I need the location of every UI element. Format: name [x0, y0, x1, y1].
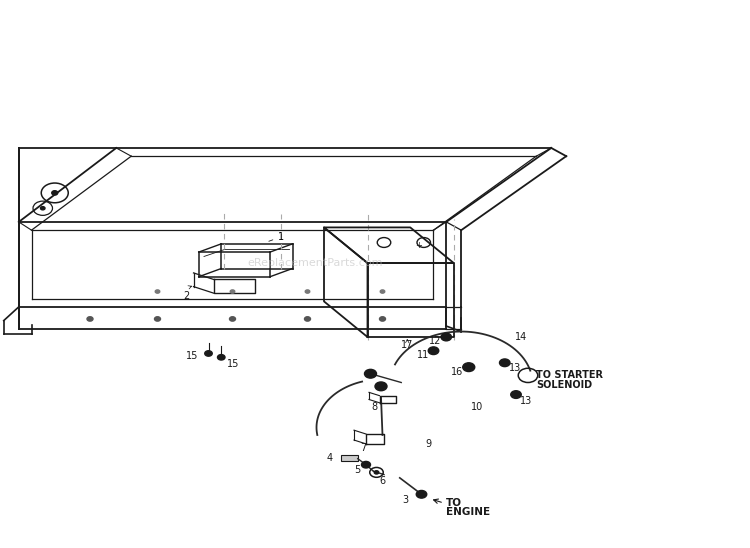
Text: 7: 7: [361, 443, 367, 453]
Circle shape: [375, 382, 387, 391]
Circle shape: [428, 347, 439, 355]
Text: 3: 3: [403, 495, 409, 505]
Circle shape: [205, 351, 212, 356]
Circle shape: [416, 490, 427, 498]
Circle shape: [374, 471, 379, 474]
Circle shape: [304, 317, 310, 321]
Text: 16: 16: [451, 367, 463, 376]
Bar: [341, 455, 358, 461]
Text: ENGINE: ENGINE: [446, 507, 491, 517]
Circle shape: [230, 290, 235, 293]
Text: 2: 2: [183, 291, 189, 301]
Text: 4: 4: [327, 453, 333, 463]
Circle shape: [154, 317, 160, 321]
Circle shape: [441, 333, 452, 341]
Text: 11: 11: [417, 350, 429, 360]
Text: SOLENOID: SOLENOID: [536, 380, 592, 390]
Text: eReplacementParts.com: eReplacementParts.com: [248, 258, 382, 268]
Text: 1: 1: [268, 232, 284, 242]
Text: 14: 14: [515, 332, 527, 342]
Text: TO STARTER: TO STARTER: [536, 370, 603, 380]
Circle shape: [155, 290, 160, 293]
Circle shape: [362, 461, 370, 468]
Circle shape: [380, 290, 385, 293]
Text: 8: 8: [371, 402, 377, 412]
Circle shape: [230, 317, 236, 321]
Circle shape: [500, 359, 510, 367]
Text: 12: 12: [429, 336, 441, 346]
Text: 17: 17: [401, 340, 413, 350]
Text: TO: TO: [446, 498, 462, 508]
Text: +: +: [415, 241, 422, 250]
Circle shape: [364, 369, 376, 378]
Circle shape: [87, 317, 93, 321]
Text: 5: 5: [354, 465, 360, 475]
Text: 10: 10: [471, 402, 483, 412]
Circle shape: [463, 363, 475, 372]
Circle shape: [380, 317, 386, 321]
Circle shape: [52, 191, 58, 195]
Text: 13: 13: [520, 396, 532, 406]
Text: 15: 15: [226, 359, 238, 369]
Text: 6: 6: [380, 476, 386, 486]
Circle shape: [40, 207, 45, 210]
Text: 13: 13: [509, 363, 520, 373]
Text: 15: 15: [186, 351, 198, 361]
Circle shape: [511, 391, 521, 398]
Circle shape: [217, 355, 225, 360]
Text: 9: 9: [425, 439, 431, 449]
Circle shape: [305, 290, 310, 293]
